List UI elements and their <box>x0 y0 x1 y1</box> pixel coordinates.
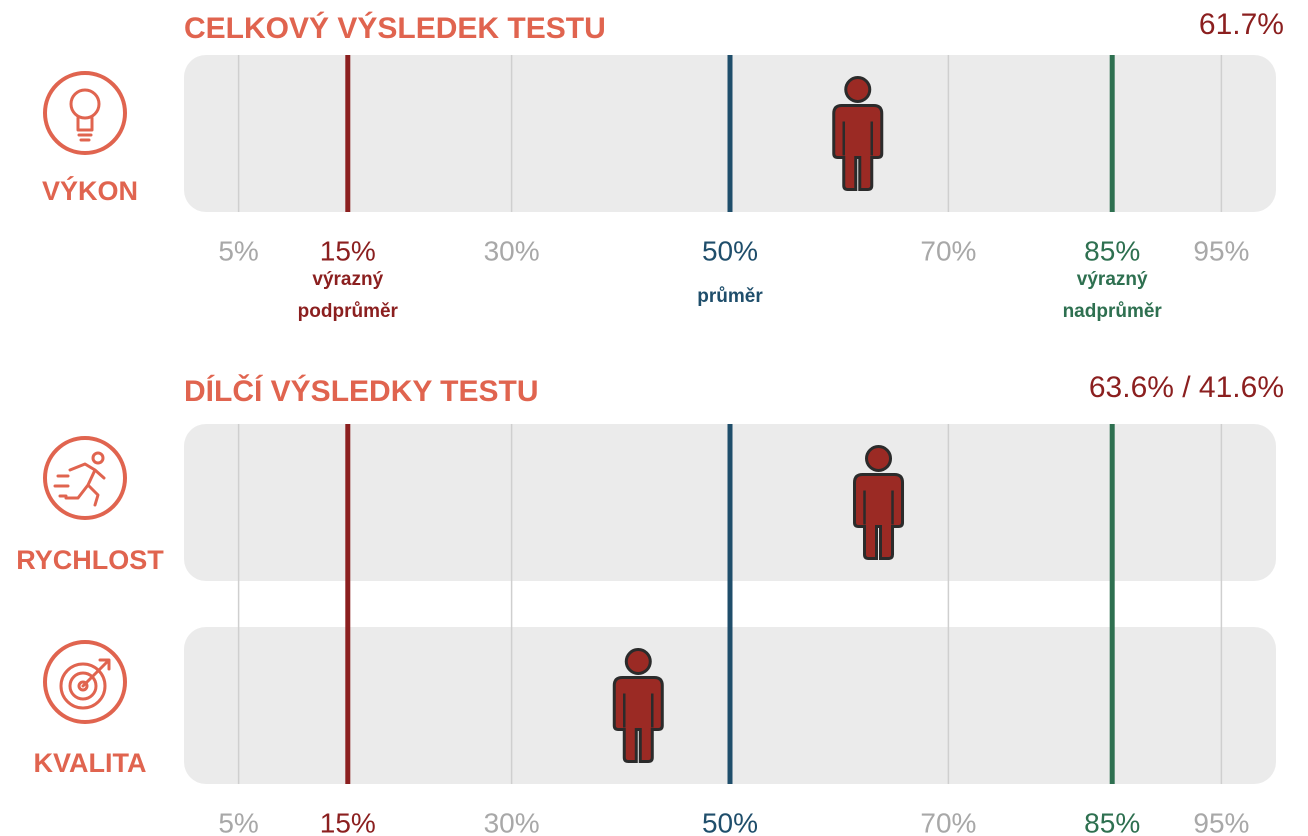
icon-bulb <box>43 71 127 155</box>
section-title: DÍLČÍ VÝSLEDKY TESTU <box>184 374 539 408</box>
x-tick-label: 5% <box>218 235 258 266</box>
marker-body <box>612 676 664 763</box>
x-tick-label: 50% <box>702 807 758 836</box>
marker-arms <box>863 490 894 525</box>
x-tick-label: 50% <box>702 235 758 266</box>
person-marker <box>612 648 664 763</box>
icon-target <box>43 640 127 724</box>
x-tick-label: 15% <box>320 235 376 266</box>
marker-body <box>853 473 905 560</box>
marker-arms <box>842 121 874 156</box>
x-tick-label: 30% <box>484 235 540 266</box>
row-label: VÝKON <box>42 175 138 206</box>
reference-label: podprůměr <box>298 301 399 322</box>
x-tick-label: 15% <box>320 807 376 836</box>
x-tick-label: 30% <box>484 807 540 836</box>
headline-value: 61.7% <box>1199 8 1284 41</box>
marker-arms <box>623 693 654 728</box>
x-tick-label: 95% <box>1193 235 1249 266</box>
x-tick-label: 85% <box>1084 807 1140 836</box>
row-label: RYCHLOST <box>16 545 164 575</box>
marker-head <box>844 76 872 103</box>
icon-runner <box>43 436 127 520</box>
person-marker <box>832 76 884 191</box>
marker-head <box>624 648 652 675</box>
x-tick-label: 95% <box>1193 807 1249 836</box>
x-tick-label: 70% <box>920 807 976 836</box>
section-title: CELKOVÝ VÝSLEDEK TESTU <box>184 11 606 45</box>
person-marker <box>853 445 905 560</box>
x-tick-label: 5% <box>218 807 258 836</box>
x-tick-label: 70% <box>920 235 976 266</box>
x-tick-label: 85% <box>1084 235 1140 266</box>
reference-label: výrazný <box>1077 269 1148 290</box>
reference-label: průměr <box>697 286 763 307</box>
headline-value: 63.6% / 41.6% <box>1089 371 1284 404</box>
reference-label: výrazný <box>312 269 383 290</box>
row-label: KVALITA <box>34 748 147 778</box>
reference-label: nadprůměr <box>1063 301 1163 322</box>
marker-body <box>832 104 884 191</box>
marker-head <box>865 445 893 472</box>
